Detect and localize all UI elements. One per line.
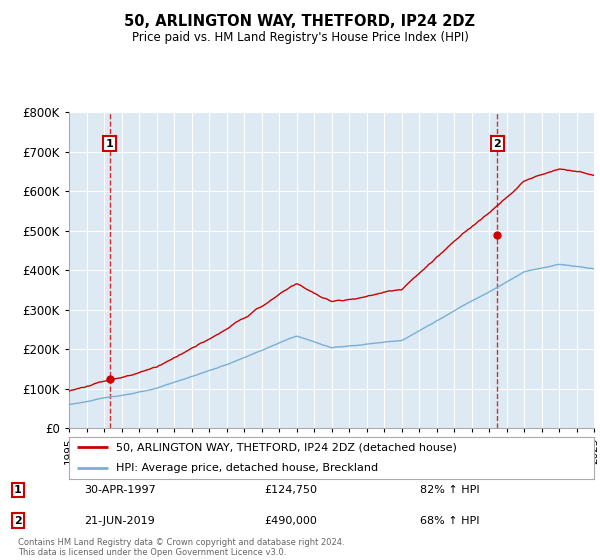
Text: 50, ARLINGTON WAY, THETFORD, IP24 2DZ (detached house): 50, ARLINGTON WAY, THETFORD, IP24 2DZ (d… <box>116 442 457 452</box>
Text: Contains HM Land Registry data © Crown copyright and database right 2024.
This d: Contains HM Land Registry data © Crown c… <box>18 538 344 557</box>
Text: 82% ↑ HPI: 82% ↑ HPI <box>420 485 479 495</box>
Text: 2: 2 <box>14 516 22 526</box>
Text: 1: 1 <box>14 485 22 495</box>
Text: £490,000: £490,000 <box>264 516 317 526</box>
Text: HPI: Average price, detached house, Breckland: HPI: Average price, detached house, Brec… <box>116 463 379 473</box>
Text: 1: 1 <box>106 139 113 148</box>
Text: 21-JUN-2019: 21-JUN-2019 <box>84 516 155 526</box>
Text: 30-APR-1997: 30-APR-1997 <box>84 485 156 495</box>
Text: 68% ↑ HPI: 68% ↑ HPI <box>420 516 479 526</box>
Text: 50, ARLINGTON WAY, THETFORD, IP24 2DZ: 50, ARLINGTON WAY, THETFORD, IP24 2DZ <box>125 14 476 29</box>
Text: Price paid vs. HM Land Registry's House Price Index (HPI): Price paid vs. HM Land Registry's House … <box>131 31 469 44</box>
Text: 2: 2 <box>493 139 501 148</box>
Text: £124,750: £124,750 <box>264 485 317 495</box>
